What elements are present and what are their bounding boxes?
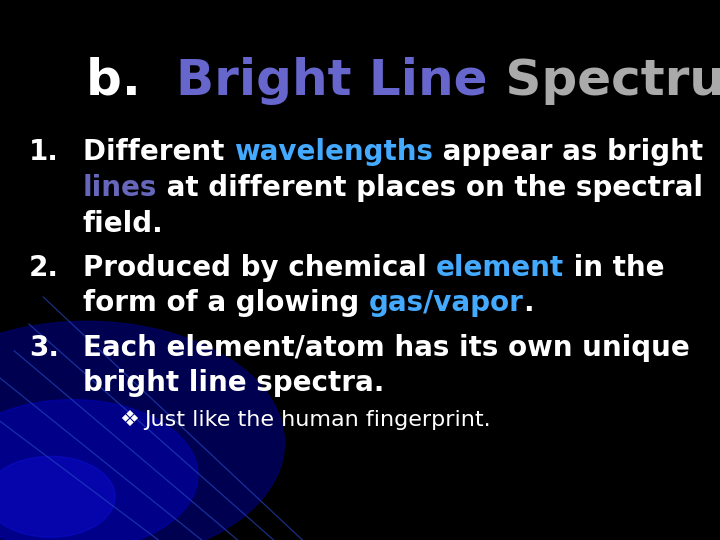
Text: in the: in the	[564, 254, 665, 282]
Text: .: .	[523, 289, 534, 318]
Text: element: element	[436, 254, 564, 282]
Text: Bright Line: Bright Line	[176, 57, 487, 105]
Text: 3.: 3.	[29, 334, 59, 362]
Text: Different: Different	[83, 138, 234, 166]
Ellipse shape	[0, 456, 115, 537]
Text: appear as bright: appear as bright	[433, 138, 703, 166]
Text: bright line spectra.: bright line spectra.	[83, 369, 384, 397]
Text: field.: field.	[83, 210, 163, 238]
Text: Just like the human fingerprint.: Just like the human fingerprint.	[144, 410, 490, 430]
Text: 2.: 2.	[29, 254, 59, 282]
Text: Each element/atom has its own unique: Each element/atom has its own unique	[83, 334, 690, 362]
Text: b.: b.	[86, 57, 176, 105]
Ellipse shape	[0, 321, 284, 540]
Text: wavelengths: wavelengths	[234, 138, 433, 166]
Text: 1.: 1.	[29, 138, 58, 166]
Text: lines: lines	[83, 174, 157, 202]
Ellipse shape	[0, 400, 198, 540]
Text: gas/vapor: gas/vapor	[369, 289, 523, 318]
Text: ❖: ❖	[119, 410, 139, 430]
Text: form of a glowing: form of a glowing	[83, 289, 369, 318]
Text: Spectrum: Spectrum	[487, 57, 720, 105]
Text: at different places on the spectral: at different places on the spectral	[157, 174, 703, 202]
Text: Produced by chemical: Produced by chemical	[83, 254, 436, 282]
